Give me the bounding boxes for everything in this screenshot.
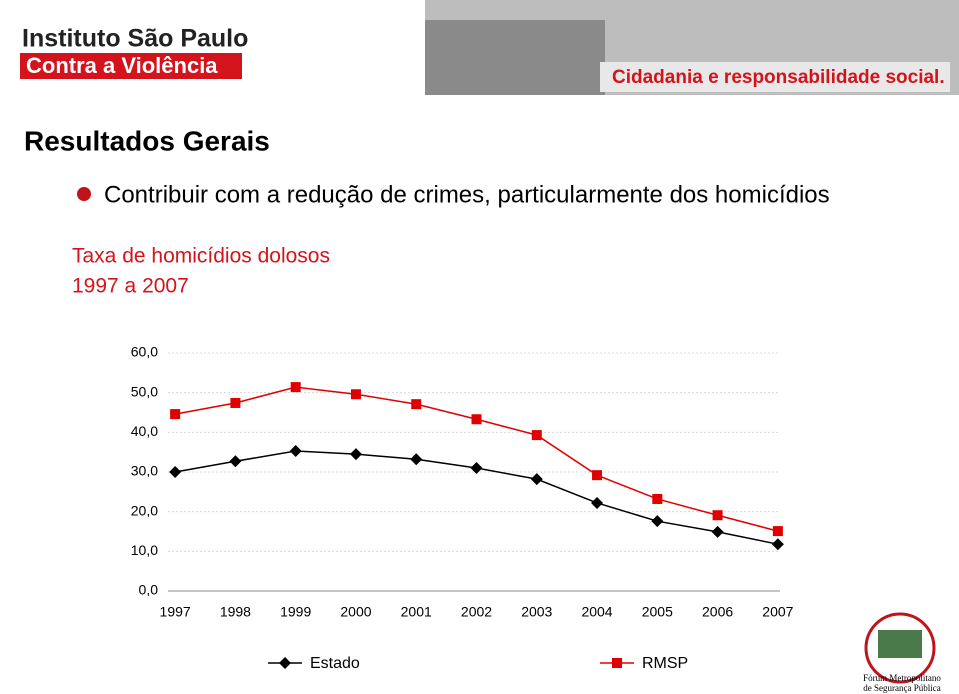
marker (229, 455, 242, 468)
y-tick-label: 40,0 (131, 423, 158, 439)
y-tick-label: 50,0 (131, 383, 158, 399)
legend-label: Estado (310, 655, 360, 672)
marker (711, 525, 724, 538)
x-tick-label: 2003 (521, 604, 552, 620)
footer-text: de Segurança Pública (863, 683, 940, 693)
marker (612, 658, 622, 668)
y-tick-label: 10,0 (131, 542, 158, 558)
footer-text: Fórum Metropolitano (863, 673, 941, 683)
x-tick-label: 2004 (581, 604, 612, 620)
x-tick-label: 2002 (461, 604, 492, 620)
marker (651, 515, 664, 528)
marker (169, 466, 182, 478)
x-tick-label: 2001 (401, 604, 432, 620)
x-tick-label: 2000 (340, 604, 371, 620)
y-tick-label: 20,0 (131, 502, 158, 518)
header-band (600, 62, 950, 92)
bullet-text: Contribuir com a redução de crimes, part… (104, 181, 830, 208)
marker (772, 526, 783, 537)
x-tick-label: 2007 (762, 604, 793, 620)
marker (349, 448, 362, 461)
subtitle: 1997 a 2007 (72, 275, 189, 298)
y-tick-label: 0,0 (139, 582, 159, 598)
y-tick-label: 60,0 (131, 344, 158, 360)
marker (350, 389, 361, 400)
series-line (175, 386, 779, 532)
x-tick-label: 2006 (702, 604, 733, 620)
logo-text: Contra a Violência (26, 53, 218, 78)
marker (591, 496, 604, 509)
marker (411, 399, 422, 410)
y-tick-label: 30,0 (131, 463, 158, 479)
marker (170, 409, 181, 420)
logo-band (20, 53, 242, 79)
marker (652, 493, 663, 504)
logo-text: Instituto São Paulo (22, 25, 248, 53)
marker (531, 430, 542, 441)
marker (230, 397, 241, 408)
marker (712, 510, 723, 521)
marker (410, 453, 423, 466)
footer-logo (878, 630, 922, 658)
slide-title: Resultados Gerais (24, 125, 270, 156)
x-tick-label: 1999 (280, 604, 311, 620)
bullet-icon (77, 187, 91, 201)
x-tick-label: 1997 (160, 604, 191, 620)
marker (470, 462, 483, 475)
footer-logo (864, 612, 936, 684)
x-tick-label: 2005 (642, 604, 673, 620)
marker (592, 470, 603, 481)
legend-label: RMSP (642, 655, 688, 672)
marker (289, 444, 302, 457)
x-tick-label: 1998 (220, 604, 251, 620)
marker (279, 657, 291, 669)
marker (530, 473, 543, 486)
header-photo (425, 20, 605, 95)
marker (290, 382, 301, 393)
subtitle: Taxa de homicídios dolosos (72, 245, 330, 268)
marker (471, 414, 482, 425)
marker (771, 538, 784, 551)
tagline: Cidadania e responsabilidade social. (612, 67, 945, 88)
